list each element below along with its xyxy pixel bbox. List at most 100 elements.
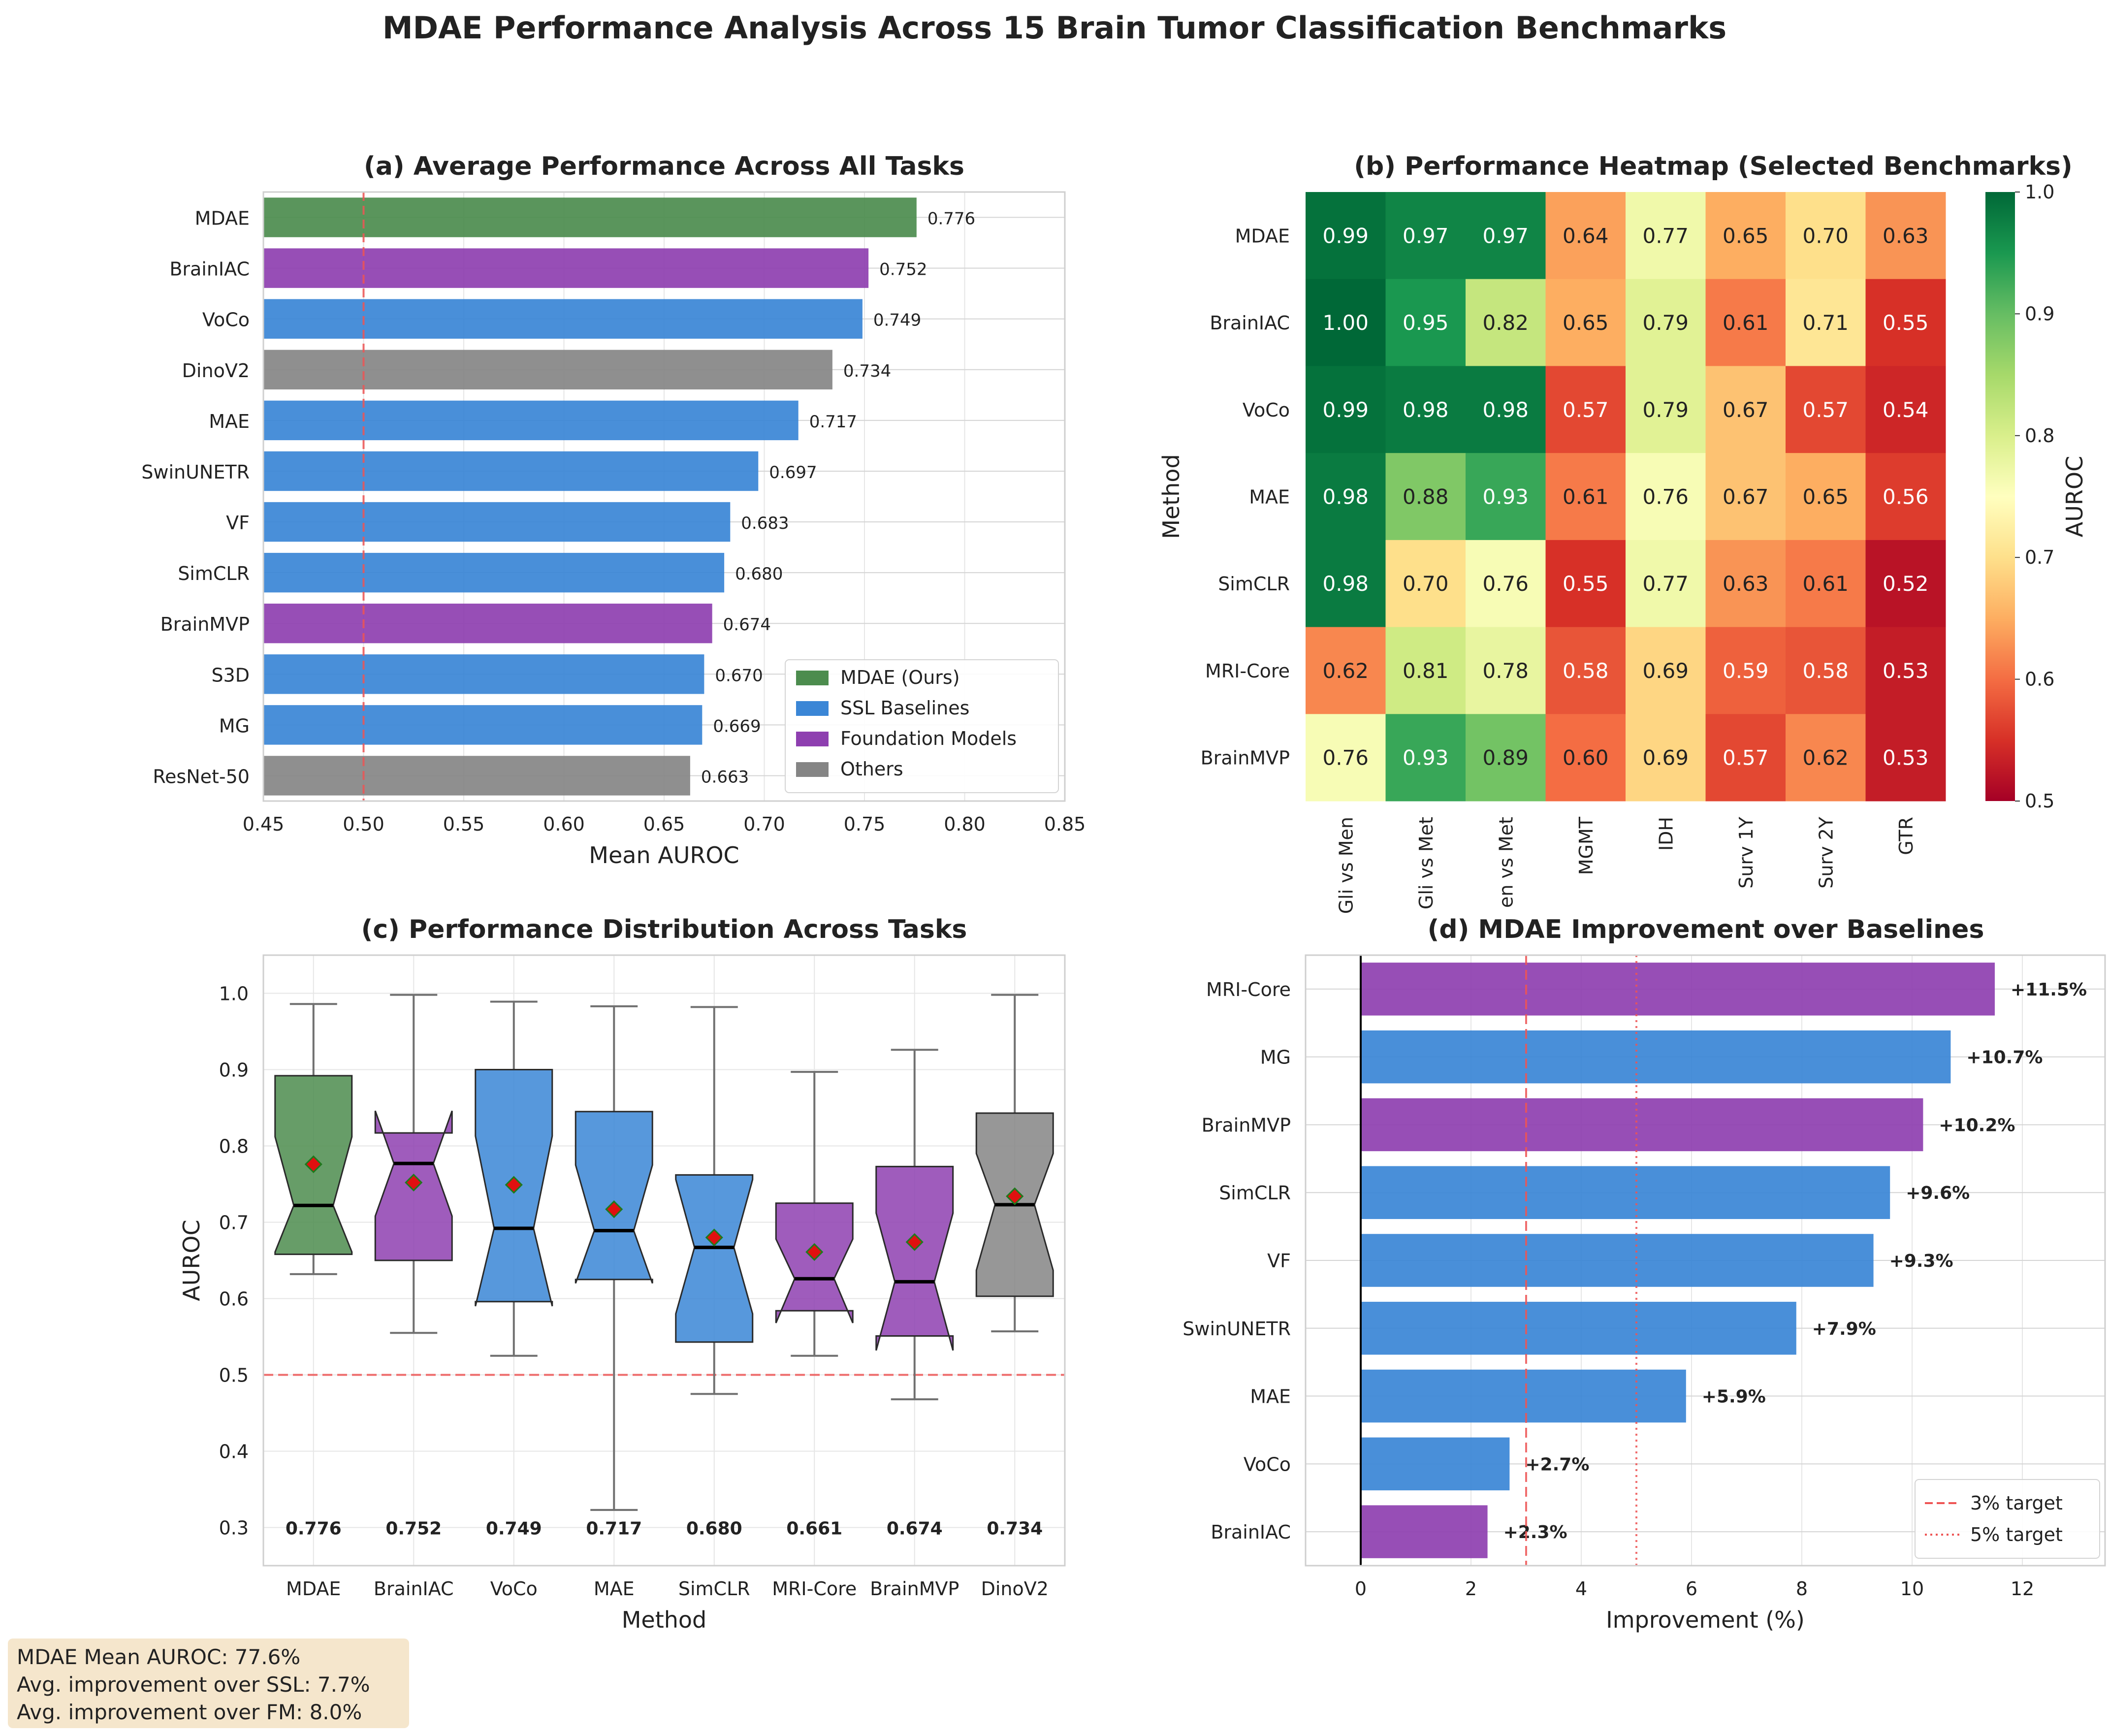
heatmap-cell: [1466, 627, 1546, 714]
x-tick-label: BrainIAC: [374, 1578, 454, 1600]
x-tick-label: 0.60: [543, 813, 585, 835]
cell-value: 0.70: [1403, 572, 1449, 596]
x-tick-label: 8: [1796, 1578, 1808, 1600]
x-tick-label: 4: [1575, 1578, 1587, 1600]
legend-swatch: [796, 732, 829, 746]
heatmap-cell: [1306, 453, 1386, 541]
heatmap-cell: [1865, 627, 1946, 714]
mean-marker: [805, 1243, 824, 1261]
mean-marker: [304, 1155, 322, 1173]
x-tick-label: 6: [1686, 1578, 1697, 1600]
heatmap-cell: [1705, 279, 1786, 366]
summary-ssl-improvement: Avg. improvement over SSL: 7.7%: [17, 1672, 370, 1697]
column-label: IDH: [1655, 817, 1677, 851]
cell-value: 0.76: [1482, 572, 1529, 596]
category-label: VoCo: [1244, 1453, 1291, 1475]
heatmap-cell: [1385, 714, 1466, 802]
legend-label: Foundation Models: [840, 728, 1017, 749]
heatmap-cell: [1626, 192, 1706, 280]
heatmap-cell: [1545, 714, 1626, 802]
heatmap-cell: [1786, 192, 1866, 280]
bar-simclr: [263, 552, 725, 593]
heatmap-cell: [1626, 627, 1706, 714]
category-label: SwinUNETR: [1182, 1318, 1291, 1340]
cell-value: 0.93: [1482, 485, 1529, 509]
improvement-label: +10.2%: [1939, 1115, 2015, 1135]
heatmap-cell: [1306, 192, 1386, 280]
bar-mae: [1361, 1369, 1686, 1423]
improvement-label: +9.3%: [1889, 1251, 1953, 1271]
value-label: 0.683: [741, 514, 789, 533]
y-axis-label: Method: [1158, 454, 1184, 539]
mean-label: 0.717: [586, 1519, 642, 1539]
category-label: MDAE: [195, 208, 250, 229]
summary-fm-improvement: Avg. improvement over FM: 8.0%: [17, 1700, 362, 1724]
cell-value: 0.62: [1322, 659, 1369, 683]
colorbar-tick-label: 0.5: [2025, 790, 2054, 812]
cell-value: 0.64: [1563, 224, 1609, 248]
legend-label: MDAE (Ours): [840, 667, 960, 688]
cell-value: 0.77: [1642, 224, 1689, 248]
y-tick-label: 0.4: [219, 1441, 249, 1463]
x-tick-label: 0.70: [743, 813, 785, 835]
cell-value: 0.97: [1482, 224, 1529, 248]
heatmap-cell: [1306, 366, 1386, 453]
mean-label: 0.680: [686, 1519, 742, 1539]
cell-value: 0.54: [1883, 398, 1929, 422]
panel-d-improvement: +11.5% MRI-Core +10.7% MG +10.2% BrainMVP +9.6…: [1182, 915, 2106, 1633]
cell-value: 0.56: [1883, 485, 1929, 509]
x-tick-label: MAE: [594, 1578, 635, 1600]
x-tick-label: 0.80: [944, 813, 986, 835]
heatmap-cell: [1626, 366, 1706, 453]
heatmap-cell: [1306, 627, 1386, 714]
box-simclr: [675, 1174, 754, 1343]
x-tick-label: 2: [1465, 1578, 1477, 1600]
category-label: BrainMVP: [1202, 1114, 1291, 1136]
box-mae: [575, 1111, 653, 1284]
x-tick-label: DinoV2: [981, 1578, 1049, 1600]
y-tick-label: 1.0: [219, 983, 249, 1005]
heatmap-cell: [1545, 453, 1626, 541]
heatmap-cell: [1626, 279, 1706, 366]
legend-label: SSL Baselines: [840, 697, 969, 719]
x-tick-label: 10: [1900, 1578, 1924, 1600]
bar-brainiac: [263, 248, 869, 288]
cell-value: 0.98: [1322, 572, 1369, 596]
category-label: SimCLR: [178, 563, 250, 584]
colorbar-tick-label: 0.6: [2025, 669, 2054, 690]
heatmap-cell: [1705, 714, 1786, 802]
legend-swatch: [796, 671, 829, 685]
cell-value: 0.55: [1563, 572, 1609, 596]
mean-label: 0.661: [786, 1519, 842, 1539]
bar-brainmvp: [263, 604, 712, 643]
bar-resnet-50: [263, 756, 690, 796]
x-tick-label: 0.55: [443, 813, 485, 835]
heatmap-cell: [1865, 540, 1946, 628]
panel-a-average-performance: 0.776 MDAE 0.752 BrainIAC 0.749 VoCo 0.734 Dino…: [141, 152, 1086, 868]
category-label: ResNet-50: [153, 766, 250, 787]
value-label: 0.670: [715, 666, 763, 685]
heatmap-cell: [1705, 540, 1786, 628]
x-tick-label: SimCLR: [678, 1578, 750, 1600]
heatmap-cell: [1786, 279, 1866, 366]
cell-value: 0.79: [1642, 311, 1689, 335]
heatmap-cell: [1466, 714, 1546, 802]
box-brainmvp: [875, 1165, 954, 1351]
column-label: en vs Met: [1495, 817, 1517, 908]
x-tick-label: BrainMVP: [870, 1578, 959, 1600]
panel-title: (c) Performance Distribution Across Task…: [361, 915, 967, 944]
category-label: BrainMVP: [160, 613, 250, 635]
heatmap-cell: [1385, 279, 1466, 366]
x-tick-label: 12: [2011, 1578, 2034, 1600]
bar-s3d: [263, 654, 704, 694]
heatmap-cell: [1466, 453, 1546, 541]
cell-value: 0.70: [1802, 224, 1849, 248]
figure-title: MDAE Performance Analysis Across 15 Brai…: [383, 10, 1726, 46]
improvement-label: +9.6%: [1906, 1183, 1970, 1203]
legend-label: 3% target: [1970, 1492, 2063, 1514]
heatmap-cell: [1545, 192, 1626, 280]
colorbar: [1985, 192, 2015, 801]
mean-marker: [505, 1176, 523, 1194]
column-label: GTR: [1895, 817, 1917, 855]
cell-value: 0.61: [1723, 311, 1769, 335]
